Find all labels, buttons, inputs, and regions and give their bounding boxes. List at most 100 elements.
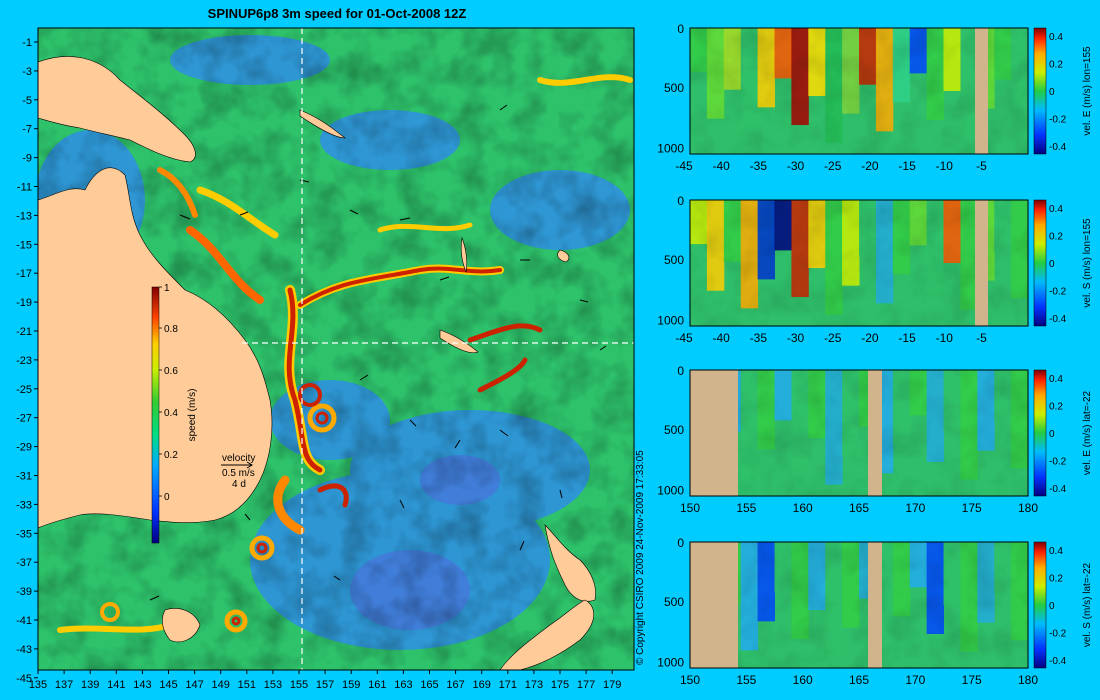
lon-tick-label: 157 (316, 679, 334, 691)
section-x-tick-label: -40 (713, 159, 731, 173)
speed-colorbar-tick-label: 0.4 (164, 408, 178, 419)
section-frame (689, 541, 1029, 669)
depth-tick-label: 0 (677, 364, 684, 378)
section-x-tick-label: -40 (713, 331, 731, 345)
speed-colorbar-tick-label: 0.6 (164, 366, 178, 377)
figure-title: SPINUP6p8 3m speed for 01-Oct-2008 12Z (208, 6, 467, 21)
section-x-tick-label: -35 (750, 159, 768, 173)
section-x-tick-label: 180 (1018, 673, 1038, 687)
section-x-tick-label: -45 (675, 331, 693, 345)
section-land (868, 542, 882, 668)
section-texture (690, 28, 1028, 154)
section-panel: 0 500 1000 150 155 160 165 170 175 180 0.4 0.2 0 -0.2… (657, 364, 1093, 515)
section-x-tick-label: 150 (680, 501, 700, 515)
speed-colorbar: 1 0.8 0.6 0.4 0.2 0 speed (m/s) (151, 283, 198, 544)
section-panels: 0 500 1000 -45 -40 -35 -30 -25 -20 -15 -10 -5 0.4 0.2… (657, 22, 1093, 687)
lon-tick-label: 145 (159, 679, 177, 691)
lat-axis: -1 -3 -5 -7 -9 -11 -13 -15 -17 -19 -21 -23 -25 -27 -29… (16, 37, 38, 685)
lat-tick-label: -25 (16, 384, 32, 396)
lon-tick-label: 139 (81, 679, 99, 691)
section-colorbar-tick-label: 0.2 (1049, 574, 1063, 585)
lon-axis: 135 137 139 141 143 145 147 149 151 153 155 157 159 1… (29, 670, 621, 691)
section-x-tick-label: -30 (787, 159, 805, 173)
lon-tick-label: 163 (394, 679, 412, 691)
lon-tick-label: 143 (133, 679, 151, 691)
lat-tick-label: -13 (16, 210, 32, 222)
depth-tick-label: 1000 (657, 142, 684, 156)
lon-tick-label: 179 (603, 679, 621, 691)
section-frame (689, 27, 1029, 155)
section-panel-label: vel. E (m/s) lon=155 (1082, 46, 1093, 136)
lon-tick-label: 159 (342, 679, 360, 691)
section-colorbar-tick-label: 0.2 (1049, 402, 1063, 413)
depth-tick-label: 500 (664, 253, 684, 267)
lat-tick-label: -33 (16, 499, 32, 511)
section-frame (689, 199, 1029, 327)
velocity-legend: velocity 0.5 m/s 4 d (221, 453, 255, 490)
depth-tick-label: 0 (677, 22, 684, 36)
lon-tick-label: 169 (473, 679, 491, 691)
section-land (975, 28, 988, 154)
section-x-tick-label: 170 (905, 673, 925, 687)
section-colorbar-tick-label: 0.4 (1049, 374, 1063, 385)
section-x-tick-label: 155 (736, 501, 756, 515)
lat-tick-label: -3 (22, 66, 32, 78)
section-land (868, 370, 882, 496)
section-x-tick-label: 160 (793, 673, 813, 687)
section-colorbar-tick-label: 0 (1049, 259, 1055, 270)
speed-colorbar-gradient (151, 286, 160, 544)
lon-tick-label: 147 (185, 679, 203, 691)
lat-tick-label: -5 (22, 95, 32, 107)
section-x-tick-label: 170 (905, 501, 925, 515)
lat-tick-label: -29 (16, 442, 32, 454)
depth-tick-label: 500 (664, 423, 684, 437)
section-texture (690, 542, 1028, 668)
section-x-tick-label: -10 (936, 159, 954, 173)
depth-tick-label: 1000 (657, 484, 684, 498)
section-colorbar-tick-label: -0.2 (1049, 629, 1067, 640)
lon-tick-label: 177 (577, 679, 595, 691)
section-panel-label: vel. S (m/s) lat=-22 (1082, 562, 1093, 647)
speed-colorbar-tick-label: 1 (164, 283, 170, 294)
lon-tick-label: 149 (212, 679, 230, 691)
lat-tick-label: -23 (16, 355, 32, 367)
section-colorbar-tick-label: 0.4 (1049, 546, 1063, 557)
speed-colorbar-label: speed (m/s) (187, 389, 198, 442)
lat-tick-label: -37 (16, 557, 32, 569)
vanuatu (460, 236, 468, 274)
lon-tick-label: 167 (446, 679, 464, 691)
depth-tick-label: 0 (677, 536, 684, 550)
new-caledonia (439, 329, 479, 353)
section-x-tick-label: -45 (675, 159, 693, 173)
speed-map (38, 28, 634, 670)
speed-colorbar-tick-label: 0 (164, 492, 170, 503)
arrowhead-icon (246, 461, 253, 469)
lat-tick-label: -19 (16, 297, 32, 309)
section-x-tick-label: -5 (976, 159, 987, 173)
lon-tick-label: 161 (368, 679, 386, 691)
section-land (690, 370, 738, 496)
section-x-tick-label: -30 (787, 331, 805, 345)
section-colorbar-tick-label: -0.4 (1049, 142, 1067, 153)
section-land (975, 200, 988, 326)
speed-colorbar-tick-label: 0.8 (164, 324, 178, 335)
lon-tick-label: 173 (525, 679, 543, 691)
section-colorbar-tick-label: -0.2 (1049, 115, 1067, 126)
speed-colorbar-tick-label: 0.2 (164, 450, 178, 461)
lon-tick-label: 137 (55, 679, 73, 691)
lat-tick-label: -39 (16, 586, 32, 598)
lon-tick-label: 141 (107, 679, 125, 691)
lat-tick-label: -31 (16, 471, 32, 483)
section-colorbar-tick-label: 0 (1049, 429, 1055, 440)
lat-tick-label: -35 (16, 528, 32, 540)
velocity-vectors (149, 104, 607, 601)
lat-tick-label: -17 (16, 268, 32, 280)
section-texture (690, 370, 1028, 496)
fiji (557, 249, 570, 263)
section-colorbar-tick-label: -0.4 (1049, 314, 1067, 325)
section-x-tick-label: 165 (849, 673, 869, 687)
section-x-tick-label: -10 (936, 331, 954, 345)
depth-tick-label: 500 (664, 81, 684, 95)
lat-tick-label: -43 (16, 644, 32, 656)
section-colorbar (1033, 541, 1047, 669)
